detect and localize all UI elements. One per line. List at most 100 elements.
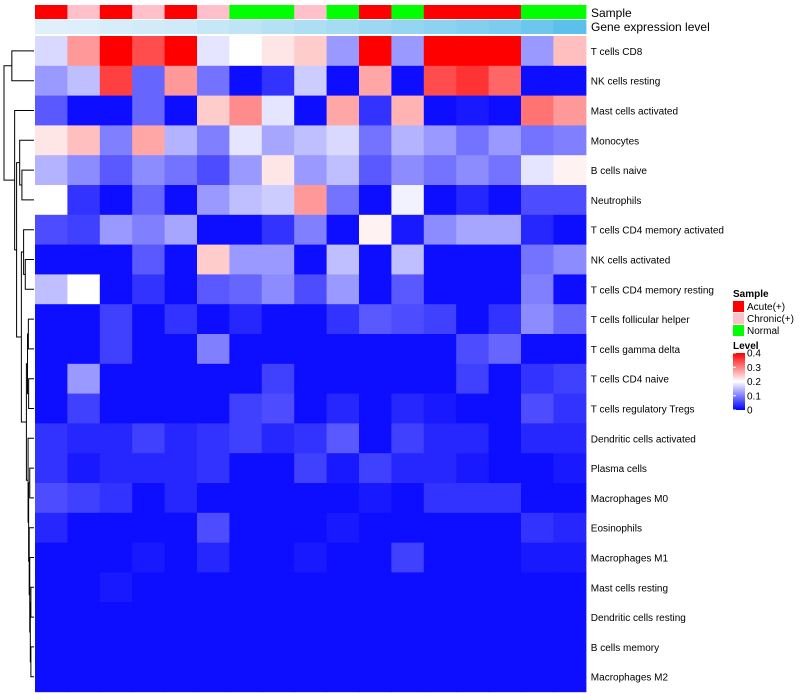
heatmap-cell bbox=[326, 632, 360, 663]
heatmap-cell bbox=[553, 483, 587, 514]
heatmap-cell bbox=[359, 334, 392, 365]
heatmap-cell bbox=[99, 483, 133, 514]
dendrogram-branch bbox=[21, 169, 34, 201]
heatmap-cell bbox=[99, 363, 133, 395]
heatmap-cell bbox=[99, 661, 133, 693]
heatmap-cell bbox=[359, 363, 392, 395]
heatmap-cell bbox=[326, 483, 360, 514]
heatmap-cell bbox=[132, 125, 166, 156]
level-tick-label: 0 bbox=[747, 406, 753, 417]
legend-label-chronic: Chronic(+) bbox=[747, 314, 794, 325]
heatmap-cell bbox=[67, 334, 101, 365]
heatmap-cell bbox=[229, 483, 263, 514]
row-label: Macrophages M2 bbox=[591, 673, 669, 684]
heatmap-cell bbox=[456, 602, 490, 633]
heatmap-cell bbox=[67, 185, 101, 216]
heatmap-cell bbox=[423, 334, 457, 365]
heatmap-cell bbox=[261, 632, 295, 663]
sample-annotation-cell bbox=[164, 5, 198, 19]
heatmap-cell bbox=[553, 661, 587, 693]
heatmap-cell bbox=[359, 393, 392, 424]
sample-annotation-cell bbox=[67, 5, 101, 19]
heatmap-cell bbox=[261, 36, 295, 67]
heatmap-cell bbox=[391, 214, 425, 246]
heatmap-cell bbox=[67, 542, 101, 573]
heatmap-cell bbox=[261, 125, 295, 156]
heatmap-cell bbox=[132, 632, 166, 663]
heatmap-cell bbox=[197, 334, 230, 365]
heatmap-cell bbox=[521, 572, 554, 603]
heatmap-cell bbox=[164, 512, 198, 544]
heatmap-cell bbox=[521, 36, 554, 67]
heatmap-cell bbox=[488, 512, 522, 544]
heatmap-cell bbox=[553, 423, 587, 454]
heatmap-cell bbox=[164, 423, 198, 454]
heatmap-cell bbox=[197, 542, 230, 573]
heatmap-cell bbox=[67, 423, 101, 454]
heatmap-cell bbox=[553, 602, 587, 633]
heatmap-cell bbox=[488, 602, 522, 633]
heatmap-cell bbox=[294, 334, 328, 365]
heatmap-cell bbox=[456, 572, 490, 603]
legend-swatch-normal bbox=[733, 325, 744, 336]
heatmap-cell bbox=[294, 185, 328, 216]
gene-expression-annotation-cell bbox=[391, 20, 425, 34]
heatmap-cells bbox=[35, 36, 587, 693]
row-labels: T cells CD8 NK cells resting Mast cells ac… bbox=[591, 47, 724, 684]
heatmap-cell bbox=[326, 512, 360, 544]
heatmap-cell bbox=[456, 483, 490, 514]
heatmap-cell bbox=[456, 36, 490, 67]
heatmap-cell bbox=[294, 36, 328, 67]
heatmap-cell bbox=[99, 244, 133, 275]
heatmap-cell bbox=[391, 244, 425, 275]
heatmap-cell bbox=[197, 65, 230, 97]
heatmap-cell bbox=[67, 95, 101, 126]
dendrogram-branch bbox=[27, 318, 34, 350]
gene-expression-annotation-cell bbox=[261, 20, 295, 34]
heatmap-cell bbox=[132, 155, 166, 186]
heatmap-cell bbox=[521, 214, 554, 246]
heatmap-cell bbox=[423, 65, 457, 97]
gene-expression-annotation-cell bbox=[456, 20, 490, 34]
heatmap-cell bbox=[423, 483, 457, 514]
heatmap-cell bbox=[553, 185, 587, 216]
heatmap-cell bbox=[132, 244, 166, 275]
heatmap-cell bbox=[456, 393, 490, 424]
heatmap-cell bbox=[261, 393, 295, 424]
heatmap-cell bbox=[132, 185, 166, 216]
heatmap-cell bbox=[35, 453, 68, 484]
heatmap-cell bbox=[229, 36, 263, 67]
heatmap-cell bbox=[261, 304, 295, 335]
row-label: Dendritic cells activated bbox=[591, 434, 696, 445]
heatmap-cell bbox=[132, 602, 166, 633]
heatmap-cell bbox=[99, 423, 133, 454]
heatmap-cell bbox=[67, 393, 101, 424]
heatmap-cell bbox=[423, 512, 457, 544]
heatmap-cell bbox=[35, 632, 68, 663]
row-label: T cells gamma delta bbox=[591, 345, 681, 356]
dendrogram-branch bbox=[28, 378, 34, 409]
heatmap-cell bbox=[553, 125, 587, 156]
heatmap-cell bbox=[164, 244, 198, 275]
legend-label-normal: Normal bbox=[747, 326, 779, 337]
heatmap-cell bbox=[164, 65, 198, 97]
heatmap-cell bbox=[164, 274, 198, 305]
sample-annotation-cell bbox=[35, 5, 68, 19]
heatmap-cell bbox=[423, 363, 457, 395]
heatmap-cell bbox=[294, 65, 328, 97]
heatmap-cell bbox=[326, 185, 360, 216]
heatmap-cell bbox=[521, 512, 554, 544]
heatmap-cell bbox=[521, 274, 554, 305]
heatmap-cell bbox=[326, 572, 360, 603]
heatmap-cell bbox=[326, 274, 360, 305]
row-label: Eosinophils bbox=[591, 524, 642, 535]
heatmap-cell bbox=[261, 512, 295, 544]
heatmap-cell bbox=[67, 125, 101, 156]
sample-annotation-cell bbox=[294, 5, 328, 19]
heatmap-cell bbox=[67, 214, 101, 246]
heatmap-cell bbox=[164, 304, 198, 335]
heatmap-cell bbox=[164, 95, 198, 126]
heatmap-cell bbox=[99, 542, 133, 573]
sample-annotation-cell bbox=[456, 5, 490, 19]
heatmap-cell bbox=[423, 304, 457, 335]
